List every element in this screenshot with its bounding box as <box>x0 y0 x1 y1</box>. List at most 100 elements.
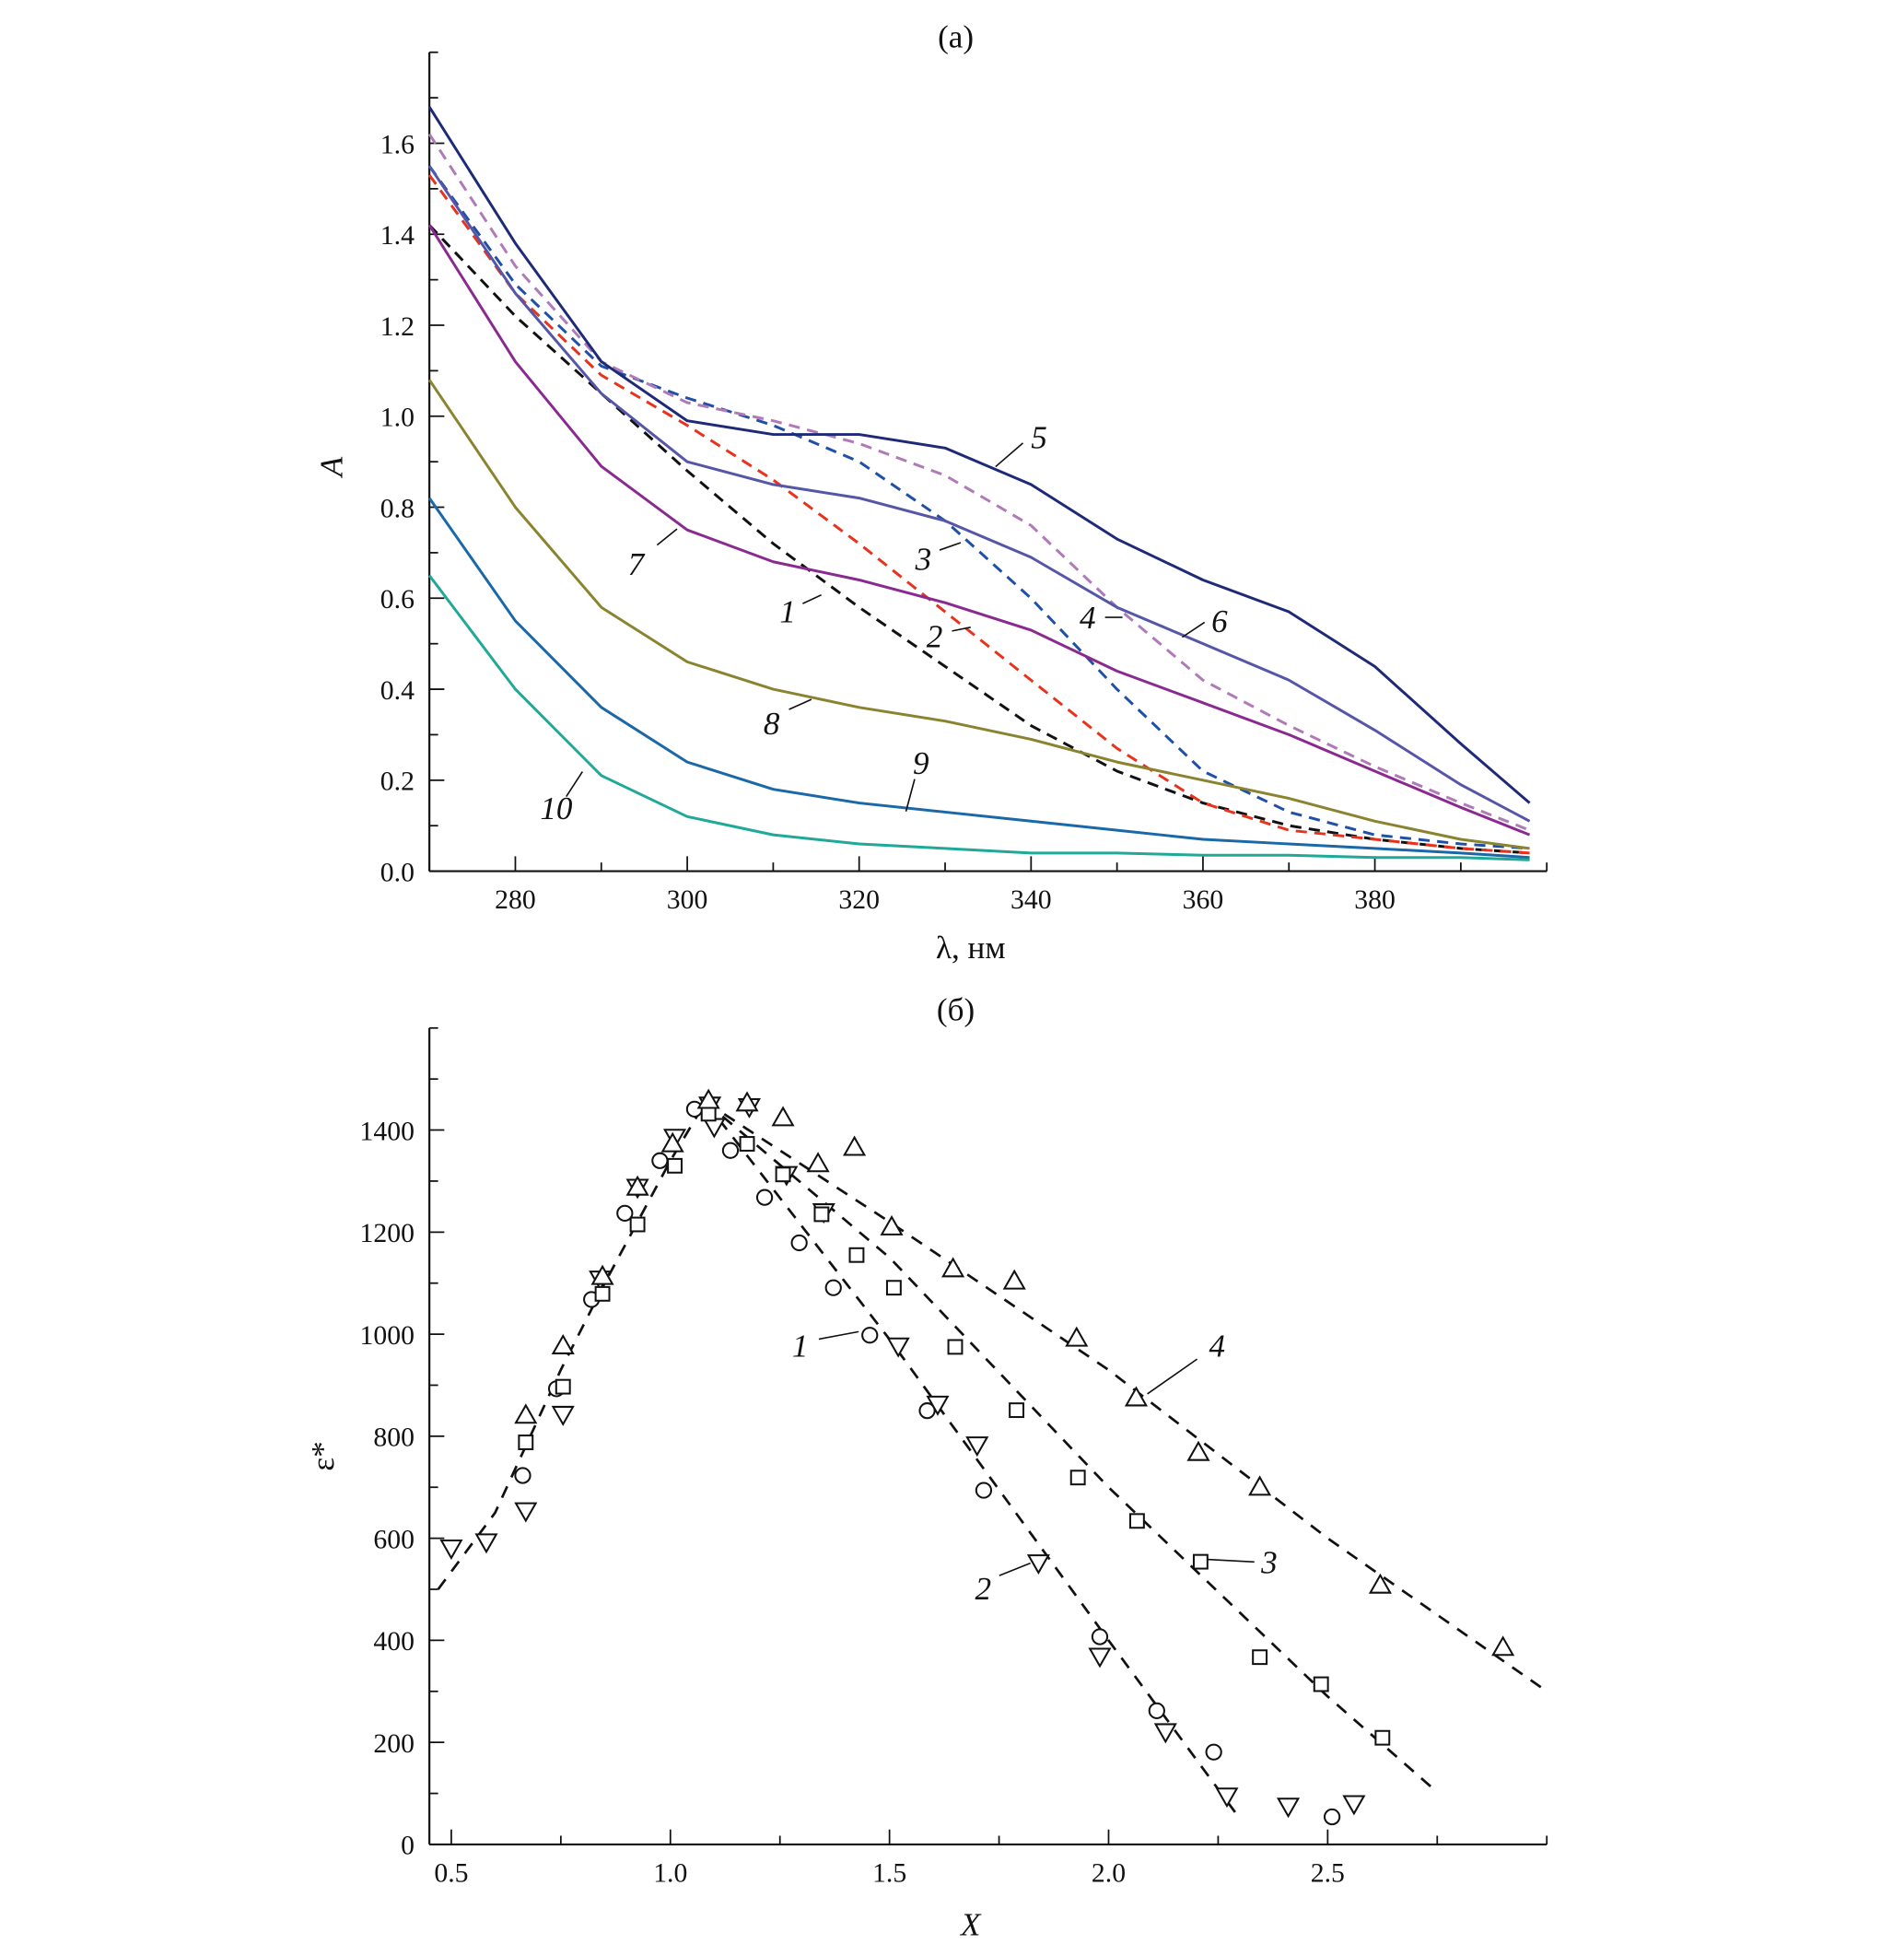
series-label-4: 4 <box>1080 600 1096 636</box>
data-point-triangle-up <box>1186 1440 1210 1461</box>
chart-a-y-tick-label: 0.6 <box>380 585 415 615</box>
chart-a-y-tick-label: 0.8 <box>380 494 415 523</box>
data-point-triangle-down <box>926 1395 950 1416</box>
chart-a-x-tick-label: 320 <box>838 885 880 915</box>
data-point-triangle-up <box>1248 1475 1272 1496</box>
series-label-1: 1 <box>792 1328 809 1364</box>
data-point-triangle-up <box>771 1106 795 1127</box>
chart-b: (б) ε* X 0.5 1.0 1.5 2.0 2.5 0 200 400 600 800 100… <box>305 992 1548 1943</box>
series-leader-8 <box>788 698 812 710</box>
chart-b-y-tick-label: 1000 <box>360 1321 415 1351</box>
chart-b-y-tick-label: 1200 <box>360 1219 415 1248</box>
data-point-triangle-up <box>1491 1635 1515 1657</box>
data-point-triangle-down <box>702 1118 726 1139</box>
data-point-triangle-up <box>590 1264 614 1285</box>
data-point-square <box>1252 1649 1268 1666</box>
data-point-circle <box>755 1189 774 1206</box>
data-point-triangle-up <box>514 1403 538 1424</box>
series-leader-3 <box>1207 1558 1255 1563</box>
series-line-10 <box>427 574 1530 861</box>
data-point-square <box>885 1280 902 1296</box>
chart-a-title: (a) <box>938 18 974 54</box>
chart-a-x-tick-label: 360 <box>1183 885 1224 915</box>
data-point-circle <box>790 1234 808 1252</box>
series-leader-7 <box>656 528 678 546</box>
data-point-triangle-up <box>843 1135 867 1156</box>
data-point-triangle-down <box>886 1337 910 1358</box>
chart-a-y-tick-label: 0.2 <box>380 767 415 797</box>
data-point-triangle-down <box>439 1540 463 1561</box>
series-leader-2 <box>999 1562 1031 1576</box>
series-label-3: 3 <box>915 542 932 578</box>
fit-line-4 <box>705 1100 1548 1692</box>
data-point-triangle-up <box>1124 1386 1149 1407</box>
chart-b-x-tick-label: 1.0 <box>653 1858 687 1888</box>
data-point-circle <box>514 1467 531 1484</box>
series-leader-10 <box>566 771 583 797</box>
series-leader-4 <box>1147 1358 1198 1395</box>
series-line-8 <box>427 379 1530 850</box>
series-label-3: 3 <box>1260 1544 1278 1580</box>
series-line-5 <box>427 106 1531 804</box>
data-point-triangle-down <box>1342 1795 1366 1816</box>
data-point-circle <box>1148 1702 1165 1719</box>
chart-b-ylabel: ε* <box>305 1441 341 1470</box>
data-point-triangle-down <box>1276 1798 1301 1819</box>
series-label-9: 9 <box>913 745 929 781</box>
series-leader-2 <box>952 627 971 632</box>
chart-b-title: (б) <box>937 992 975 1028</box>
data-point-square <box>700 1106 717 1122</box>
data-point-triangle-up <box>941 1257 965 1278</box>
chart-a-y-tick-label: 1.6 <box>380 130 415 159</box>
data-point-triangle-down <box>1088 1647 1112 1669</box>
chart-a-xlabel: λ, нм <box>936 930 1006 966</box>
data-point-circle <box>918 1402 936 1420</box>
data-point-circle <box>1323 1808 1341 1826</box>
chart-a-ylabel: A <box>314 456 350 478</box>
chart-a-x-tick-label: 380 <box>1354 885 1396 915</box>
data-point-circle <box>616 1204 634 1222</box>
data-point-square <box>594 1285 611 1302</box>
chart-a-x-tick-label: 280 <box>495 885 536 915</box>
data-point-circle <box>721 1142 740 1159</box>
series-leader-1 <box>818 1330 859 1341</box>
data-point-square <box>1374 1729 1391 1746</box>
series-leader-3 <box>939 542 962 551</box>
chart-a-y-tick-label: 1.2 <box>380 312 415 342</box>
chart-a-y-tick-label: 0.0 <box>380 858 415 887</box>
data-point-square <box>1128 1513 1145 1529</box>
series-line-6 <box>427 165 1531 823</box>
data-point-triangle-up <box>806 1152 830 1173</box>
chart-b-x-tick-label: 2.0 <box>1092 1858 1126 1888</box>
chart-a-y-tick-label: 0.4 <box>380 676 415 706</box>
series-label-8: 8 <box>764 706 780 742</box>
series-label-2: 2 <box>975 1571 991 1607</box>
data-point-circle <box>1205 1743 1222 1761</box>
series-label-1: 1 <box>779 593 796 629</box>
chart-a-x-tick-label: 340 <box>1010 885 1052 915</box>
data-point-triangle-up <box>1002 1269 1026 1290</box>
data-point-triangle-up <box>735 1091 759 1112</box>
series-leader-1 <box>802 593 823 604</box>
chart-b-x-tick-label: 1.5 <box>872 1858 906 1888</box>
data-point-square <box>555 1378 571 1395</box>
data-point-square <box>629 1216 646 1233</box>
fit-line-rising <box>437 1101 707 1590</box>
data-point-circle <box>861 1327 879 1344</box>
data-point-circle <box>975 1481 993 1499</box>
data-point-square <box>739 1136 755 1152</box>
series-line-4 <box>427 133 1531 832</box>
data-point-circle <box>651 1152 669 1169</box>
data-point-circle <box>824 1279 842 1296</box>
data-point-square <box>1192 1553 1209 1570</box>
data-point-square <box>1313 1676 1329 1692</box>
chart-b-y-tick-label: 800 <box>373 1423 415 1453</box>
data-point-square <box>848 1247 865 1263</box>
chart-b-y-tick-label: 0 <box>401 1832 415 1861</box>
chart-b-y-tick-label: 400 <box>373 1627 415 1657</box>
data-point-triangle-up <box>625 1175 649 1196</box>
data-point-triangle-up <box>551 1333 575 1354</box>
data-point-square <box>813 1206 830 1223</box>
series-label-7: 7 <box>628 546 646 582</box>
